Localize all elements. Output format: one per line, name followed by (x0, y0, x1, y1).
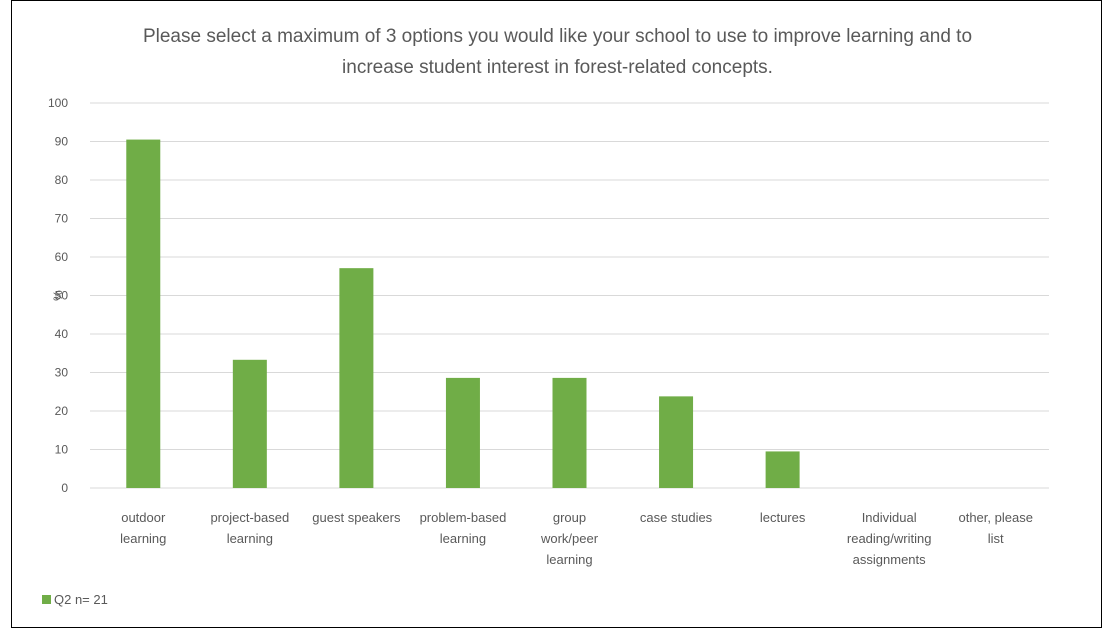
y-tick-label: 80 (55, 173, 69, 187)
y-tick-label: 40 (55, 327, 69, 341)
category-label: problem-based (420, 510, 507, 525)
category-label: group (553, 510, 586, 525)
y-tick-label: 30 (55, 366, 69, 380)
bars (126, 139, 800, 488)
bar-6 (765, 451, 800, 488)
legend-swatch (42, 595, 51, 604)
category-label: case studies (640, 510, 713, 525)
category-labels: outdoor learning project-based learning gues… (120, 510, 1033, 567)
chart-title: Please select a maximum of 3 options you… (12, 21, 1103, 83)
chart-title-line-2: increase student interest in forest-rela… (342, 57, 773, 78)
category-label: guest speakers (312, 510, 401, 525)
category-label: learning (546, 552, 592, 567)
category-label: reading/writing (847, 531, 932, 546)
category-label: project-based (210, 510, 289, 525)
y-tick-label: 10 (55, 443, 69, 457)
y-tick-label: 90 (55, 135, 69, 149)
y-tick-label: 50 (55, 289, 69, 303)
bar-chart: 0 10 20 30 40 50 60 70 80 90 100 % outdoor learning… (48, 96, 1049, 567)
y-tick-label: 60 (55, 250, 69, 264)
category-label: other, please (958, 510, 1032, 525)
y-tick-label: 70 (55, 212, 69, 226)
category-label: outdoor (121, 510, 166, 525)
y-tick-label: 100 (48, 96, 68, 110)
y-tick-label: 20 (55, 404, 69, 418)
legend: Q2 n= 21 (42, 592, 108, 607)
y-tick-label: 0 (61, 481, 68, 495)
bar-2 (339, 268, 374, 488)
bar-5 (659, 396, 694, 488)
chart-title-line-1: Please select a maximum of 3 options you… (142, 26, 973, 47)
category-label: learning (440, 531, 486, 546)
bar-3 (445, 377, 480, 488)
category-label: learning (227, 531, 273, 546)
y-axis-label: % (51, 290, 65, 301)
category-label: lectures (760, 510, 806, 525)
y-axis-ticks: 0 10 20 30 40 50 60 70 80 90 100 (48, 96, 68, 495)
legend-label: Q2 n= 21 (54, 592, 108, 607)
category-label: Individual (862, 510, 917, 525)
chart-frame: Please select a maximum of 3 options you… (11, 0, 1102, 628)
category-label: list (988, 531, 1004, 546)
category-label: assignments (853, 552, 926, 567)
bar-1 (232, 359, 267, 488)
category-label: work/peer (540, 531, 599, 546)
bar-4 (552, 377, 587, 488)
category-label: learning (120, 531, 166, 546)
bar-0 (126, 139, 161, 488)
